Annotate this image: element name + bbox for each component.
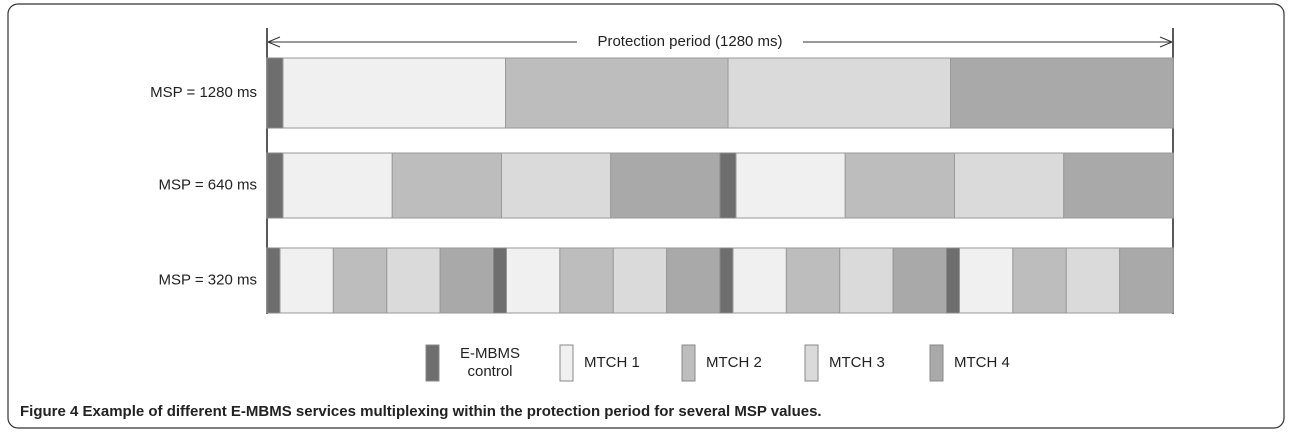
legend-swatch [804, 344, 819, 382]
mtch-block [1119, 247, 1174, 314]
caption: Figure 4 Example of different E-MBMS ser… [20, 403, 822, 420]
mtch-block [282, 152, 393, 219]
control-block [719, 152, 737, 219]
mtch-block [959, 247, 1014, 314]
mtch-block [666, 247, 721, 314]
mtch-block [732, 247, 787, 314]
legend-label: E-MBMS [460, 345, 520, 362]
frame [7, 3, 1285, 429]
mtch-block [1063, 152, 1174, 219]
mtch-block [612, 247, 668, 314]
control-block [719, 247, 734, 314]
legend-label: MTCH 1 [584, 354, 640, 371]
mtch-block [279, 247, 334, 314]
legend-swatch [559, 344, 574, 382]
control-block [266, 57, 284, 129]
legend-label: MTCH 3 [829, 354, 885, 371]
caption-label: Figure 4 [20, 403, 79, 420]
mtch-block [282, 57, 506, 129]
mtch-block [950, 57, 1174, 129]
mtch-block [610, 152, 721, 219]
legend-label: MTCH 2 [706, 354, 762, 371]
mtch-block [505, 57, 729, 129]
caption-text: Example of different E-MBMS services mul… [83, 403, 822, 420]
row-label: MSP = 640 ms [158, 176, 257, 193]
control-block [266, 152, 284, 219]
row-label: MSP = 1280 ms [150, 84, 257, 101]
mtch-block [559, 247, 614, 314]
mtch-block [727, 57, 951, 129]
mtch-block [844, 152, 955, 219]
mtch-block [332, 247, 388, 314]
control-block [946, 247, 960, 314]
mtch-block [839, 247, 894, 314]
legend-label: control [467, 363, 512, 380]
row-label: MSP = 320 ms [158, 271, 257, 288]
bars: MSP = 1280 ms MSP = 640 ms MSP = 320 ms [150, 57, 1174, 314]
mtch-block [391, 152, 502, 219]
mtch-block [501, 152, 612, 219]
legend-label: MTCH 4 [954, 354, 1010, 371]
control-block [493, 247, 507, 314]
mtch-block [1065, 247, 1121, 314]
legend-swatch [929, 344, 944, 382]
mtch-block [892, 247, 947, 314]
legend-swatch [681, 344, 696, 382]
mtch-block [506, 247, 561, 314]
control-block [266, 247, 281, 314]
mtch-block [386, 247, 441, 314]
mtch-block [439, 247, 494, 314]
mtch-block [785, 247, 841, 314]
legend-swatch [425, 344, 440, 382]
arrow-head [267, 36, 1173, 48]
mtch-block [1012, 247, 1067, 314]
mtch-block [954, 152, 1065, 219]
annotation: Protection period (1280 ms) [597, 33, 782, 50]
mtch-block [735, 152, 846, 219]
